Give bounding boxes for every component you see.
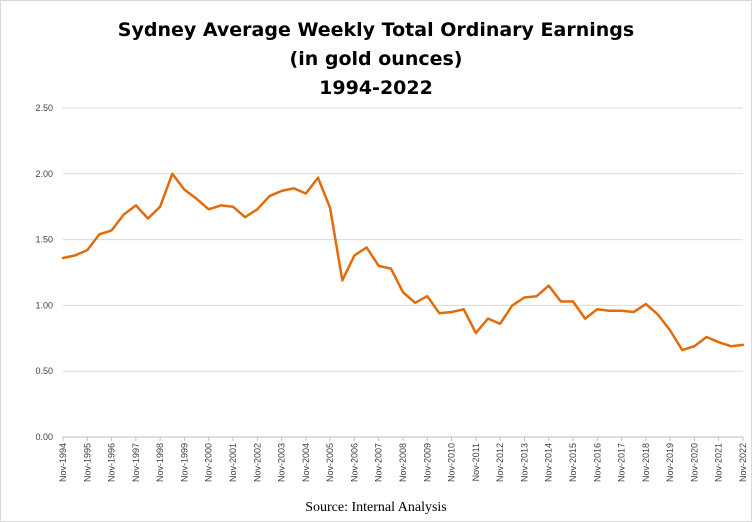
y-tick-label: 2.00 — [35, 169, 53, 179]
x-tick-label: Nov-1997 — [131, 443, 141, 482]
gridlines — [63, 107, 743, 372]
x-tick-label: Nov-1999 — [179, 443, 189, 482]
x-tick-label: Nov-2022 — [738, 443, 748, 482]
x-tick-label: Nov-1995 — [82, 443, 92, 482]
x-tick-label: Nov-2011 — [471, 443, 481, 481]
x-tick-label: Nov-2008 — [398, 443, 408, 482]
x-tick-label: Nov-2015 — [568, 443, 578, 482]
chart-subtitle: (in gold ounces) — [289, 48, 463, 70]
x-tick-label: Nov-2018 — [641, 443, 651, 482]
x-tick-label: Nov-2012 — [495, 443, 505, 482]
chart-title: Sydney Average Weekly Total Ordinary Ear… — [117, 19, 635, 41]
chart-source: Source: Internal Analysis — [305, 500, 447, 515]
y-tick-label: 0.50 — [35, 366, 53, 376]
x-axis-ticks: Nov-1994 Nov-1995 Nov-1996 Nov-1997 Nov-1998… — [58, 443, 748, 482]
x-axis — [62, 436, 744, 441]
series — [61, 172, 745, 352]
x-tick-label: Nov-1994 — [58, 443, 68, 482]
x-tick-label: Nov-2009 — [422, 443, 432, 482]
x-tick-label: Nov-2002 — [252, 443, 262, 482]
x-tick-label: Nov-2013 — [519, 443, 529, 482]
x-tick-label: Nov-2010 — [447, 443, 457, 482]
x-tick-label: Nov-2000 — [204, 443, 214, 482]
x-tick-label: Nov-1996 — [107, 443, 117, 482]
x-tick-label: Nov-2021 — [714, 443, 724, 482]
series-line — [61, 172, 745, 352]
x-tick-label: Nov-2005 — [325, 443, 335, 482]
x-tick-label: Nov-2017 — [617, 443, 627, 482]
x-tick-label: Nov-2019 — [665, 443, 675, 482]
x-tick-label: Nov-2003 — [277, 443, 287, 482]
x-tick-label: Nov-2014 — [544, 443, 554, 482]
x-tick-label: Nov-2007 — [374, 443, 384, 482]
x-tick-label: Nov-2020 — [689, 443, 699, 482]
y-tick-label: 2.50 — [35, 103, 53, 113]
x-tick-label: Nov-2001 — [228, 443, 238, 482]
x-tick-label: Nov-2016 — [592, 443, 602, 482]
chart-year-range: 1994-2022 — [319, 77, 433, 99]
y-axis-ticks: 0.00 0.50 1.00 1.50 2.00 2.50 — [35, 103, 53, 442]
y-tick-label: 0.00 — [35, 432, 53, 442]
y-tick-label: 1.00 — [35, 300, 53, 310]
y-tick-label: 1.50 — [35, 235, 53, 245]
x-tick-label: Nov-2004 — [301, 443, 311, 482]
x-tick-label: Nov-1998 — [155, 443, 165, 482]
x-tick-label: Nov-2006 — [349, 443, 359, 482]
